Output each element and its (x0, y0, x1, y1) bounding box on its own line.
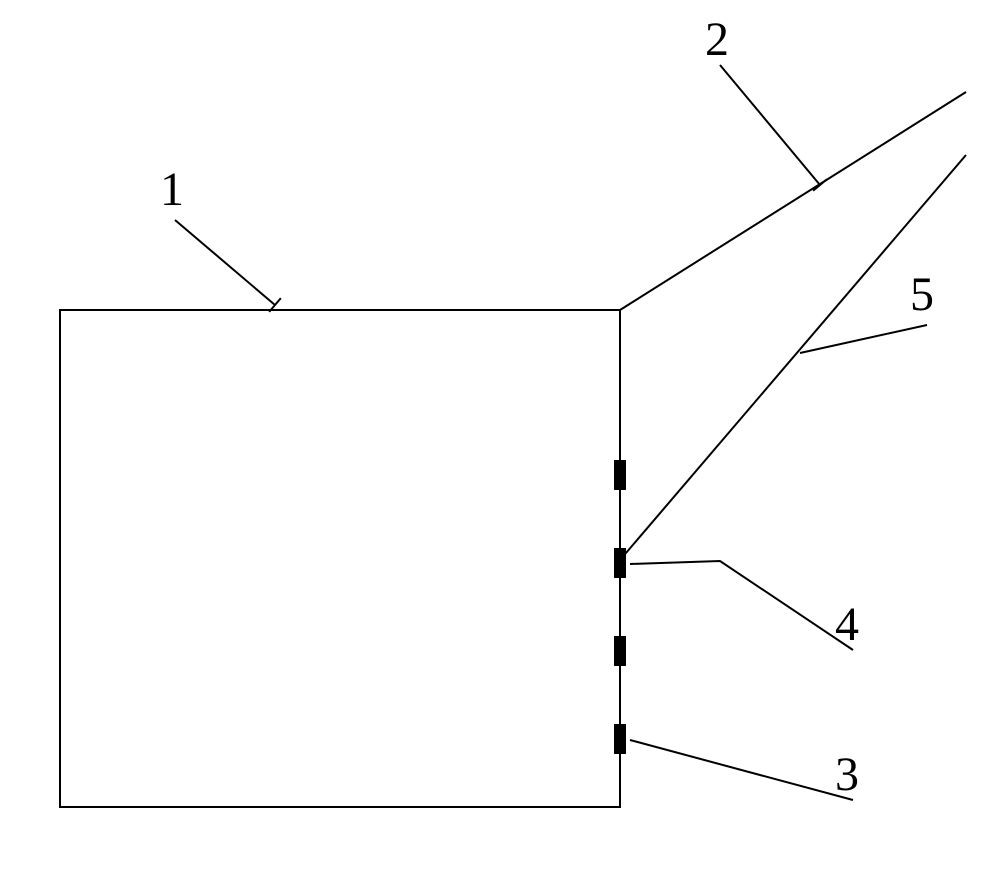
edge-tick (614, 724, 626, 754)
edge-tick (614, 636, 626, 666)
callout-label-1: 1 (160, 163, 184, 216)
callout-label-3: 3 (835, 748, 859, 801)
callout-label-2: 2 (705, 13, 729, 66)
edge-tick (614, 460, 626, 490)
callout-label-5: 5 (910, 268, 934, 321)
edge-tick (614, 548, 626, 578)
callout-label-4: 4 (835, 598, 859, 651)
canvas-bg (0, 0, 1000, 872)
